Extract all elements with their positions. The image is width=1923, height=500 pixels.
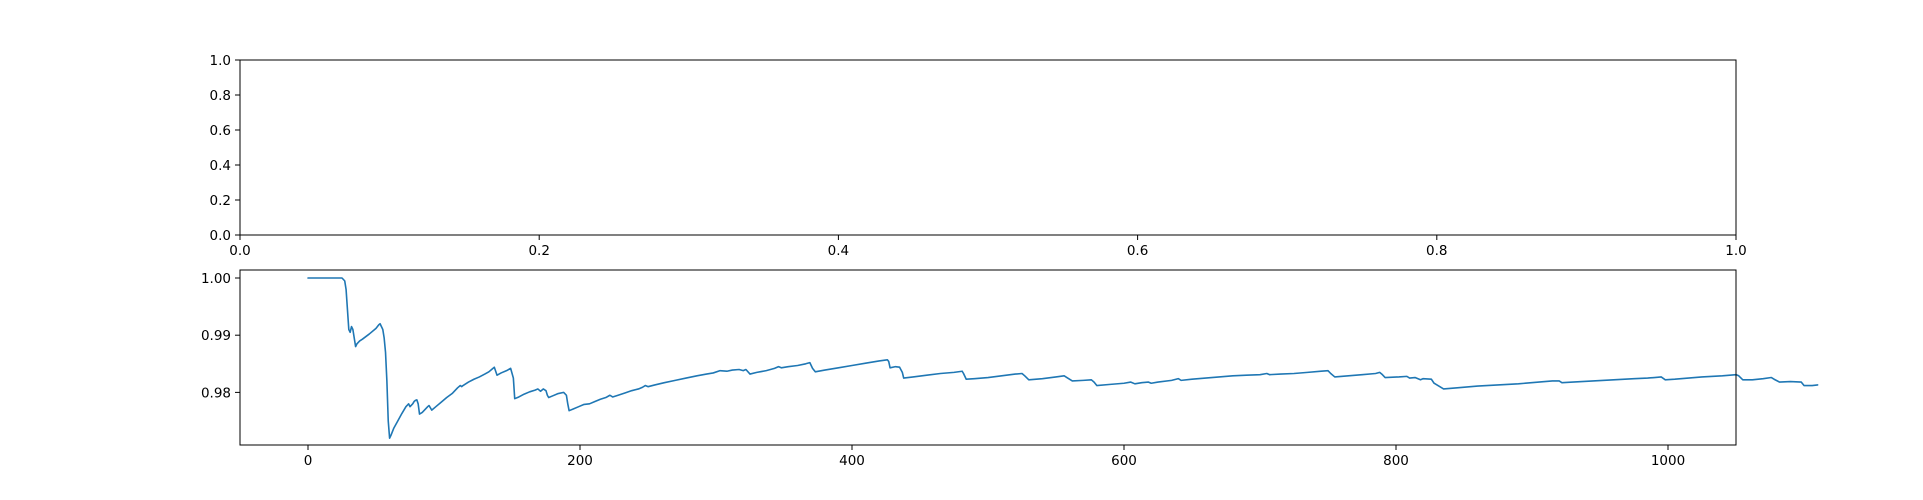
x-tick-label: 600 (1111, 453, 1137, 469)
x-tick-label: 0.8 (1426, 243, 1447, 259)
y-tick-label: 1.00 (201, 271, 231, 287)
x-tick-label: 1.0 (1725, 243, 1746, 259)
x-tick-label: 0.0 (229, 243, 250, 259)
y-tick-label: 0.4 (210, 158, 231, 174)
x-tick-label: 400 (839, 453, 865, 469)
x-tick-label: 800 (1383, 453, 1409, 469)
x-tick-label: 0.2 (528, 243, 549, 259)
x-tick-label: 200 (567, 453, 593, 469)
top-axes: 0.0 0.2 0.4 0.6 0.8 1.0 0.0 0.2 0.4 0.6 0.8 1.0 (210, 53, 1747, 259)
axes-frame (239, 59, 1737, 236)
y-tick-label: 1.0 (210, 53, 231, 69)
x-tick-label: 0 (304, 453, 313, 469)
y-tick-label: 0.0 (210, 228, 231, 244)
y-tick-label: 0.8 (210, 88, 231, 104)
y-tick-label: 0.6 (210, 123, 231, 139)
bottom-axes: 0 200 400 600 800 1000 0.98 0.99 1.00 (201, 269, 1819, 469)
x-tick-label: 1000 (1651, 453, 1685, 469)
x-tick-label: 0.6 (1127, 243, 1148, 259)
axes-frame (239, 269, 1737, 446)
x-tick-label: 0.4 (828, 243, 849, 259)
series-line-0 (307, 277, 1819, 439)
y-tick-label: 0.98 (201, 385, 231, 401)
y-tick-label: 0.99 (201, 328, 231, 344)
y-tick-label: 0.2 (210, 193, 231, 209)
